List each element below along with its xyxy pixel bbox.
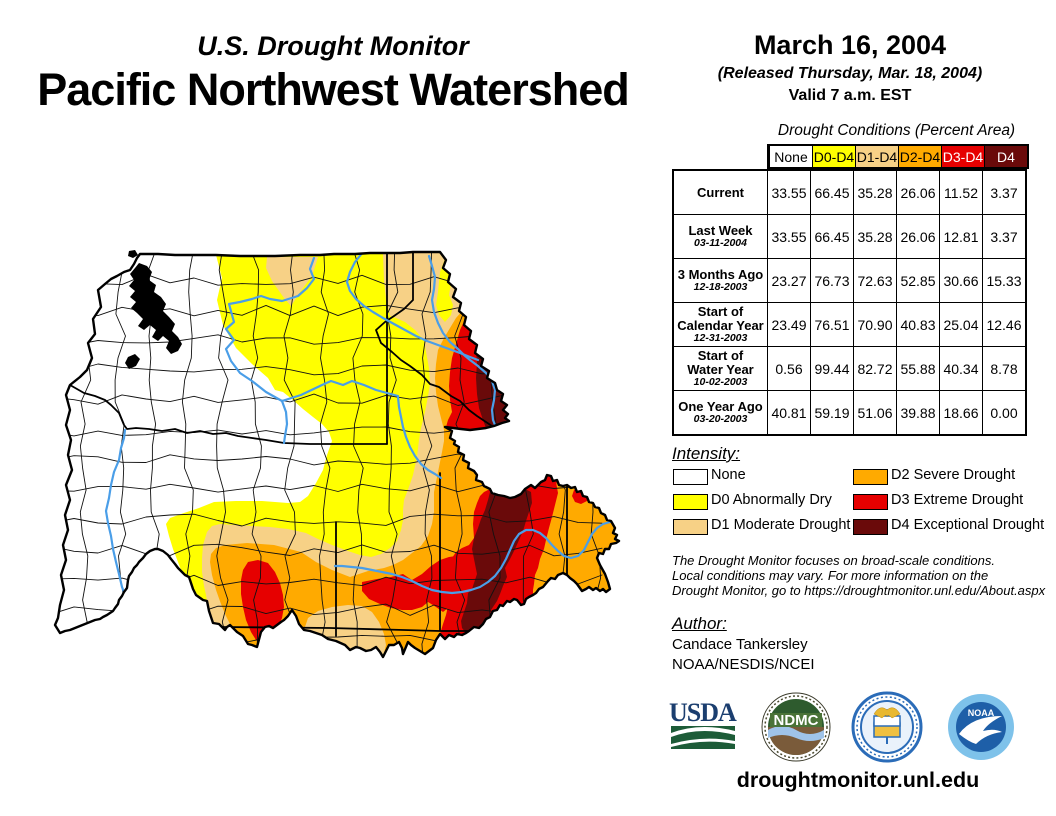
svg-text:NOAA: NOAA [968, 708, 995, 718]
svg-text:USDA: USDA [669, 698, 737, 727]
svg-text:NDMC: NDMC [774, 712, 819, 729]
